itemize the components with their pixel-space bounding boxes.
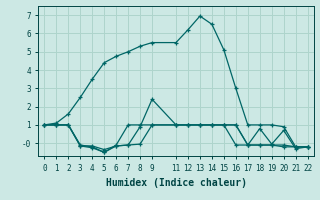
X-axis label: Humidex (Indice chaleur): Humidex (Indice chaleur) [106, 178, 246, 188]
